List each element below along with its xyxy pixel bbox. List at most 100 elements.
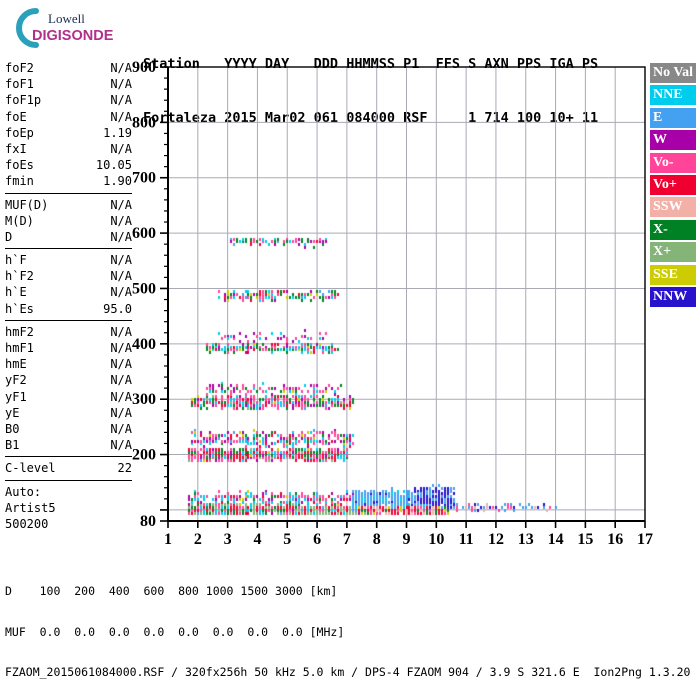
param-label: yE <box>5 405 20 420</box>
param-value: N/A <box>110 229 132 244</box>
param-separator <box>5 479 132 481</box>
svg-text:13: 13 <box>518 531 534 548</box>
parameter-panel: foF2 N/A foF1 N/A foF1p N/A foE N/A foEp 1.19 fxI N… <box>5 60 132 532</box>
param-value: N/A <box>110 93 132 108</box>
param-row-foes: foEs 10.05 <box>5 157 132 173</box>
param-separator <box>5 456 132 458</box>
param-label: B1 <box>5 438 20 453</box>
svg-text:2: 2 <box>194 531 202 548</box>
param-label: Auto: <box>5 484 42 499</box>
param-value: N/A <box>110 285 132 300</box>
param-label: foF1p <box>5 93 42 108</box>
svg-text:4: 4 <box>253 531 261 548</box>
svg-text:16: 16 <box>607 531 623 548</box>
legend-item-noval: No Val <box>650 63 696 83</box>
footer-block: D 100 200 400 600 800 1000 1500 3000 [km… <box>5 558 690 693</box>
param-row-500200: 500200 <box>5 516 132 532</box>
param-value: 10.05 <box>95 158 132 173</box>
echo-status-legend: No Val NNE E W Vo- Vo+ SSW X- X+ SSE NNW <box>650 63 696 309</box>
param-row-fof1: foF1 N/A <box>5 76 132 92</box>
legend-item-x-: X- <box>650 219 696 240</box>
svg-text:500: 500 <box>132 280 156 297</box>
param-label: hmF1 <box>5 341 34 355</box>
legend-item-w: W <box>650 130 696 151</box>
svg-text:800: 800 <box>132 114 156 131</box>
legend-item-ssw: SSW <box>650 197 696 218</box>
crescent-icon <box>16 8 39 48</box>
param-label: yF2 <box>5 373 27 388</box>
param-label: foF1 <box>5 77 34 92</box>
svg-text:400: 400 <box>132 336 156 353</box>
legend-item-nnw: NNW <box>650 286 696 307</box>
param-row-he: h`E N/A <box>5 284 132 300</box>
svg-text:700: 700 <box>132 170 156 187</box>
legend-item-vo-: Vo- <box>650 152 696 173</box>
svg-text:200: 200 <box>132 447 156 464</box>
svg-text:8: 8 <box>373 531 381 548</box>
param-value: N/A <box>110 405 132 420</box>
svg-text:11: 11 <box>459 531 474 548</box>
param-label: C-level <box>5 461 56 476</box>
param-value: N/A <box>110 61 132 75</box>
muf-distance-row: D 100 200 400 600 800 1000 1500 3000 [km… <box>5 584 338 598</box>
param-label: Artist5 <box>5 500 56 515</box>
param-row-hf: h`F N/A <box>5 252 132 268</box>
param-row-fof2: foF2 N/A <box>5 60 132 76</box>
param-value: 22 <box>117 461 132 476</box>
param-row-b1: B1 N/A <box>5 437 132 453</box>
param-value: N/A <box>110 389 132 404</box>
svg-text:14: 14 <box>548 531 564 548</box>
svg-text:5: 5 <box>283 531 291 548</box>
param-label: D <box>5 229 13 244</box>
svg-text:9: 9 <box>403 531 411 548</box>
ionogram-scatter-canvas <box>168 67 645 521</box>
svg-text:12: 12 <box>488 531 504 548</box>
legend-item-x+: X+ <box>650 242 696 263</box>
svg-text:1: 1 <box>164 531 172 548</box>
svg-text:15: 15 <box>577 531 593 548</box>
param-row-hme: hmE N/A <box>5 356 132 372</box>
param-label: foEp <box>5 125 34 140</box>
param-row-artist5: Artist5 <box>5 500 132 516</box>
legend-item-e: E <box>650 107 696 128</box>
param-value: 95.0 <box>103 301 132 316</box>
param-row-b0: B0 N/A <box>5 421 132 437</box>
file-info-row: FZAOM_2015061084000.RSF / 320fx256h 50 k… <box>5 665 691 679</box>
param-label: hmF2 <box>5 324 34 339</box>
param-value: N/A <box>110 324 132 339</box>
param-label: fxI <box>5 141 27 156</box>
svg-text:3: 3 <box>224 531 232 548</box>
param-row-hmf1: hmF1 N/A <box>5 340 132 356</box>
param-value: 1.90 <box>103 174 132 189</box>
param-value: N/A <box>110 438 132 453</box>
muf-values-row: MUF 0.0 0.0 0.0 0.0 0.0 0.0 0.0 0.0 [MHz… <box>5 624 345 639</box>
param-label: fmin <box>5 174 34 189</box>
param-label: foE <box>5 109 27 124</box>
svg-text:10: 10 <box>428 531 444 548</box>
param-label: MUF(D) <box>5 197 49 212</box>
logo-text-lowell: Lowell <box>48 11 85 26</box>
param-label: h`E <box>5 285 27 300</box>
param-label: foEs <box>5 158 34 173</box>
param-row-yf1: yF1 N/A <box>5 389 132 405</box>
param-value: N/A <box>110 253 132 268</box>
param-value: N/A <box>110 109 132 124</box>
param-row-yf2: yF2 N/A <box>5 372 132 388</box>
param-value: N/A <box>110 141 132 156</box>
param-label: h`F <box>5 253 27 268</box>
param-label: yF1 <box>5 389 27 404</box>
param-label: 500200 <box>5 516 49 531</box>
ionogram-viewer-page: { "logo": { "line1": "Lowell", "line2": … <box>5 8 696 679</box>
param-row-fmin: fmin 1.90 <box>5 173 132 189</box>
svg-text:300: 300 <box>132 391 156 408</box>
param-separator <box>5 319 132 321</box>
param-value: N/A <box>110 197 132 212</box>
svg-text:600: 600 <box>132 225 156 242</box>
param-row-hf2: h`F2 N/A <box>5 268 132 284</box>
param-row-ye: yE N/A <box>5 405 132 421</box>
param-row-mufd: MUF(D) N/A <box>5 197 132 213</box>
param-row-auto: Auto: <box>5 484 132 500</box>
legend-item-sse: SSE <box>650 264 696 285</box>
param-row-hes: h`Es 95.0 <box>5 301 132 317</box>
param-label: B0 <box>5 421 20 436</box>
